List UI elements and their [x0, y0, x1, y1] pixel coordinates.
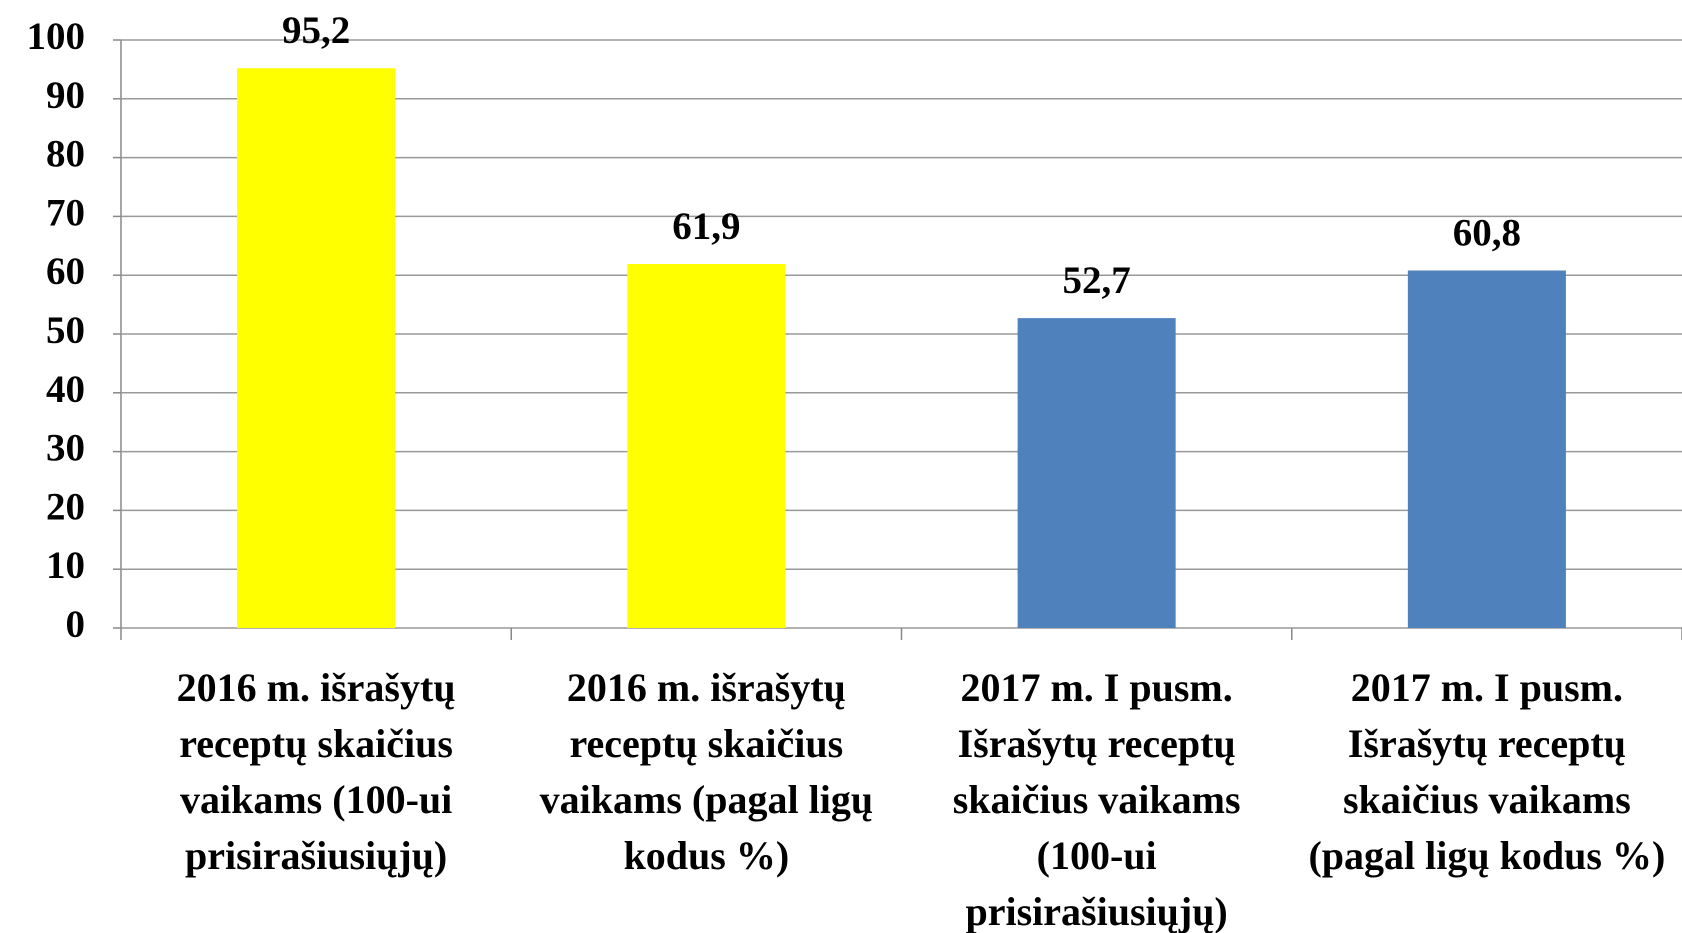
y-tick-label: 20 [46, 485, 85, 528]
y-tick-label: 60 [46, 250, 85, 293]
y-tick-label: 100 [27, 15, 86, 58]
bar [627, 264, 786, 628]
data-label: 60,8 [1453, 211, 1521, 254]
y-tick-label: 90 [46, 74, 85, 117]
y-tick-label: 0 [66, 603, 86, 646]
data-label: 61,9 [672, 205, 740, 248]
data-label: 52,7 [1063, 259, 1131, 302]
y-tick-label: 30 [46, 427, 85, 470]
bar [1407, 270, 1566, 628]
x-tick-label: 2017 m. I pusm. Išrašytų receptų skaičiu… [952, 665, 1241, 933]
y-tick-label: 10 [46, 544, 85, 587]
x-tick-label: 2017 m. I pusm. Išrašytų receptų skaičiu… [1308, 665, 1666, 878]
y-tick-label: 70 [46, 191, 85, 234]
y-tick-label: 50 [46, 309, 85, 352]
data-label: 95,2 [282, 9, 350, 52]
bar [237, 68, 396, 628]
x-tick-label: 2016 m. išrašytų receptų skaičius vaikam… [176, 665, 456, 878]
y-tick-label: 40 [46, 368, 85, 411]
bar [1017, 318, 1176, 628]
x-tick-label: 2016 m. išrašytų receptų skaičius vaikam… [539, 665, 874, 878]
y-tick-label: 80 [46, 133, 85, 176]
